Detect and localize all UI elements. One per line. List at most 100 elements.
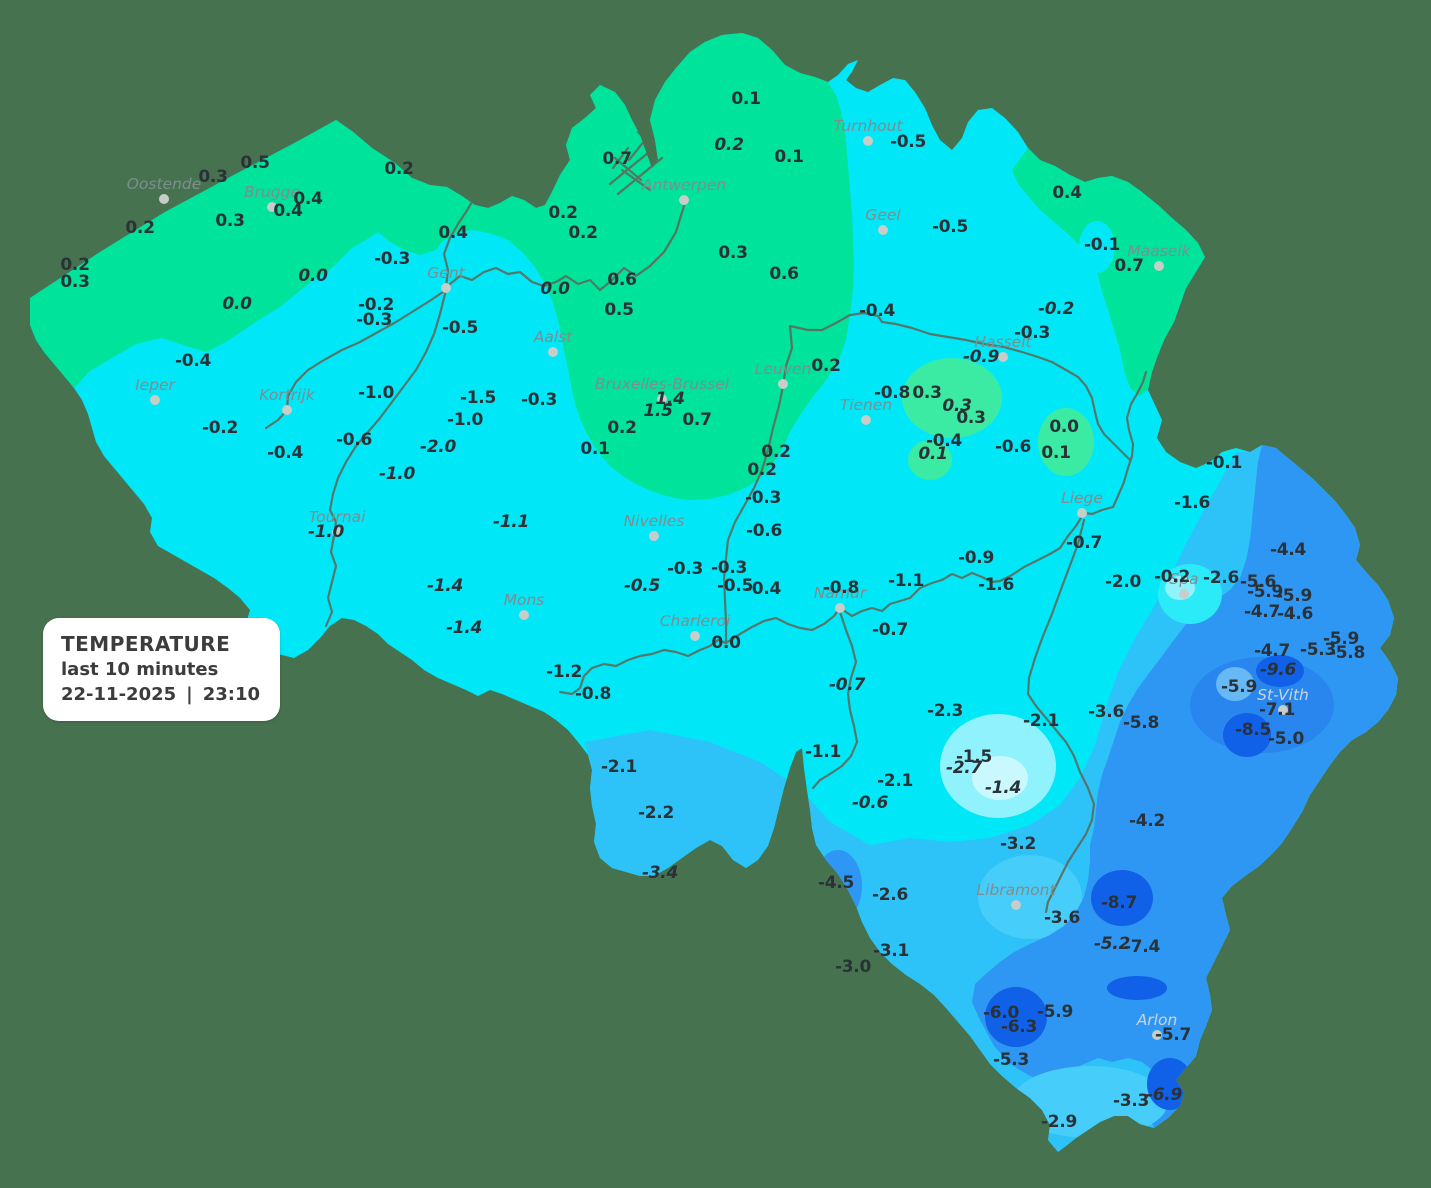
city-label: Charleroi (659, 612, 731, 630)
line-meuse-south (811, 610, 859, 790)
temp-label: 0.1 (580, 439, 610, 459)
temp-label: 1.4 (655, 389, 685, 409)
temp-label: -6.9 (1146, 1085, 1182, 1105)
temp-label: -5.3 (1300, 640, 1336, 660)
temp-label: 0.5 (240, 153, 270, 173)
temp-label: -0.7 (872, 620, 908, 640)
city-dot (778, 379, 788, 389)
line-demer (788, 311, 1132, 462)
temp-label: -0.6 (746, 521, 782, 541)
city-dot (878, 225, 888, 235)
city-dot (1152, 1030, 1162, 1040)
city-dot (441, 283, 451, 293)
temp-label: -0.5 (890, 132, 926, 152)
temp-label: -0.1 (1084, 235, 1120, 255)
region-blue-medium-ardennes (972, 445, 1398, 1128)
line-sambre-meuse (558, 370, 1148, 696)
temp-label: -0.8 (575, 684, 611, 704)
temp-label: 0.4 (1052, 183, 1082, 203)
temp-label: 0.4 (293, 189, 323, 209)
temp-label: 0.7 (682, 410, 712, 430)
temp-label: -0.3 (667, 559, 703, 579)
temp-label: -4.5 (818, 873, 854, 893)
temp-label: -1.0 (447, 410, 483, 430)
temp-label: -5.8 (1329, 643, 1365, 663)
region-cold-blob-60 (985, 987, 1047, 1047)
city-label: Libramont (976, 881, 1056, 899)
info-subtitle: last 10 minutes (61, 659, 219, 680)
temp-label: 0.3 (198, 167, 228, 187)
temp-label: 0.0 (1049, 417, 1079, 437)
temp-label: -1.4 (446, 618, 482, 638)
city-label: Hasselt (974, 333, 1032, 351)
temp-label: -5.9 (1247, 582, 1283, 602)
temp-label: -0.8 (874, 383, 910, 403)
temp-label: -5.0 (1268, 729, 1304, 749)
temp-label: 0.6 (607, 270, 637, 290)
temp-label: 0.1 (731, 89, 761, 109)
temp-label: -0.6 (995, 437, 1031, 457)
region-cyan-maas-tongue (1079, 221, 1115, 273)
temp-label: 0.1 (1041, 443, 1071, 463)
region-green-east-spot (1038, 408, 1094, 476)
temp-label: -0.3 (1014, 323, 1050, 343)
info-date: 22-11-2025 (61, 684, 177, 706)
city-dot (998, 352, 1008, 362)
info-separator: | (186, 684, 193, 706)
region-green-north (30, 33, 854, 500)
temp-label: -0.3 (745, 488, 781, 508)
region-green-maaseik (1012, 148, 1205, 396)
city-dot (657, 394, 667, 404)
temp-label: -3.0 (835, 957, 871, 977)
temp-label: -2.0 (420, 437, 456, 457)
temp-label: -0.5 (442, 318, 478, 338)
region-cold-blob-87 (1091, 870, 1153, 926)
city-label: Tienen (839, 396, 893, 414)
city-label: Namur (813, 584, 867, 602)
temp-label: 0.2 (384, 159, 414, 179)
temp-label: 0.2 (548, 203, 578, 223)
temp-label: -4.7 (1244, 602, 1280, 622)
temp-label: -0.2 (202, 418, 238, 438)
city-dot (1278, 705, 1288, 715)
temp-label: -0.5 (717, 576, 753, 596)
temp-label: -2.1 (1023, 711, 1059, 731)
city-dot (1011, 900, 1021, 910)
city-label: Kortrijk (259, 386, 315, 404)
temp-label: 0.0 (540, 279, 570, 299)
temp-label: 0.5 (604, 300, 634, 320)
city-label: Leuven (754, 360, 812, 378)
temp-label: -5.9 (1276, 586, 1312, 606)
temp-label: -2.1 (877, 771, 913, 791)
temp-label: 0.2 (60, 255, 90, 275)
city-label: Ieper (135, 376, 175, 394)
temp-label: 0.2 (568, 223, 598, 243)
temp-label: -0.4 (859, 301, 895, 321)
city-dot (861, 415, 871, 425)
city-label: Bruxelles-Brussel (594, 375, 730, 393)
temp-label: -9.6 (1260, 660, 1296, 680)
region-pale-cyan-core (972, 756, 1028, 800)
temp-label: -0.3 (374, 249, 410, 269)
temp-label: -2.9 (1041, 1112, 1077, 1132)
temp-label: -4.7 (1254, 641, 1290, 661)
temp-label: -3.1 (873, 941, 909, 961)
temp-label: -7.1 (1259, 700, 1295, 720)
temp-label: -5.9 (1037, 1002, 1073, 1022)
temp-label: -0.5 (624, 576, 660, 596)
temp-label: -0.2 (358, 295, 394, 315)
temp-label: 0.3 (942, 396, 972, 416)
temp-label: -1.6 (1174, 493, 1210, 513)
city-dot (679, 195, 689, 205)
temp-label: -1.4 (985, 778, 1021, 798)
temp-label: 0.4 (273, 201, 303, 221)
temp-label: -0.4 (926, 431, 962, 451)
temp-label: 0.4 (438, 223, 468, 243)
city-dot (863, 136, 873, 146)
city-label: Geel (865, 206, 901, 224)
temp-label: -4.6 (1277, 604, 1313, 624)
region-libramont-pale-circle (978, 855, 1082, 939)
temp-label: -3.3 (1113, 1091, 1149, 1111)
temp-label: -0.7 (1066, 533, 1102, 553)
